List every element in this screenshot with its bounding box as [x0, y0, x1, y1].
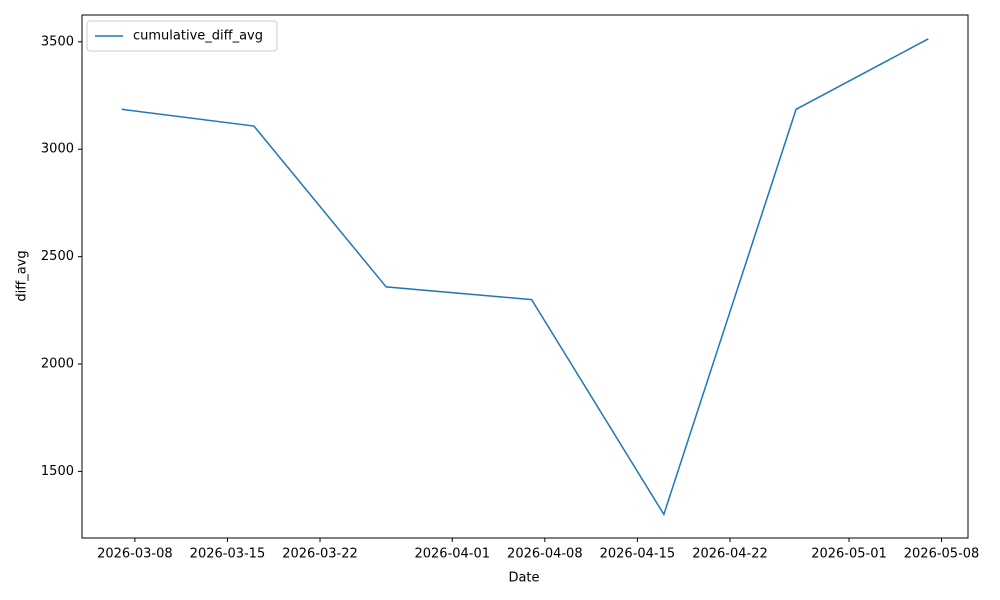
axes-frame [81, 14, 969, 539]
x-tick-label: 2026-04-08 [507, 547, 583, 562]
x-tick-label: 2026-05-01 [811, 547, 887, 562]
y-tick-label: 2000 [41, 357, 74, 372]
x-axis-label: Date [508, 571, 539, 586]
x-tick-label: 2026-03-08 [97, 547, 173, 562]
legend-label: cumulative_diff_avg [133, 29, 263, 44]
x-tick-label: 2026-04-15 [600, 547, 676, 562]
x-tick-label: 2026-05-08 [904, 547, 980, 562]
data-line [121, 38, 929, 517]
x-tick-label: 2026-04-22 [692, 547, 768, 562]
y-tick-label: 3500 [41, 34, 74, 49]
y-tick-label: 2500 [41, 249, 74, 264]
x-tick-label: 2026-03-15 [190, 547, 266, 562]
x-tick-label: 2026-04-01 [414, 547, 490, 562]
x-tick-label: 2026-03-22 [282, 547, 358, 562]
y-tick-label: 3000 [41, 142, 74, 157]
legend-box [86, 20, 278, 52]
y-axis-label: diff_avg [15, 250, 30, 301]
y-tick-label: 1500 [41, 464, 74, 479]
